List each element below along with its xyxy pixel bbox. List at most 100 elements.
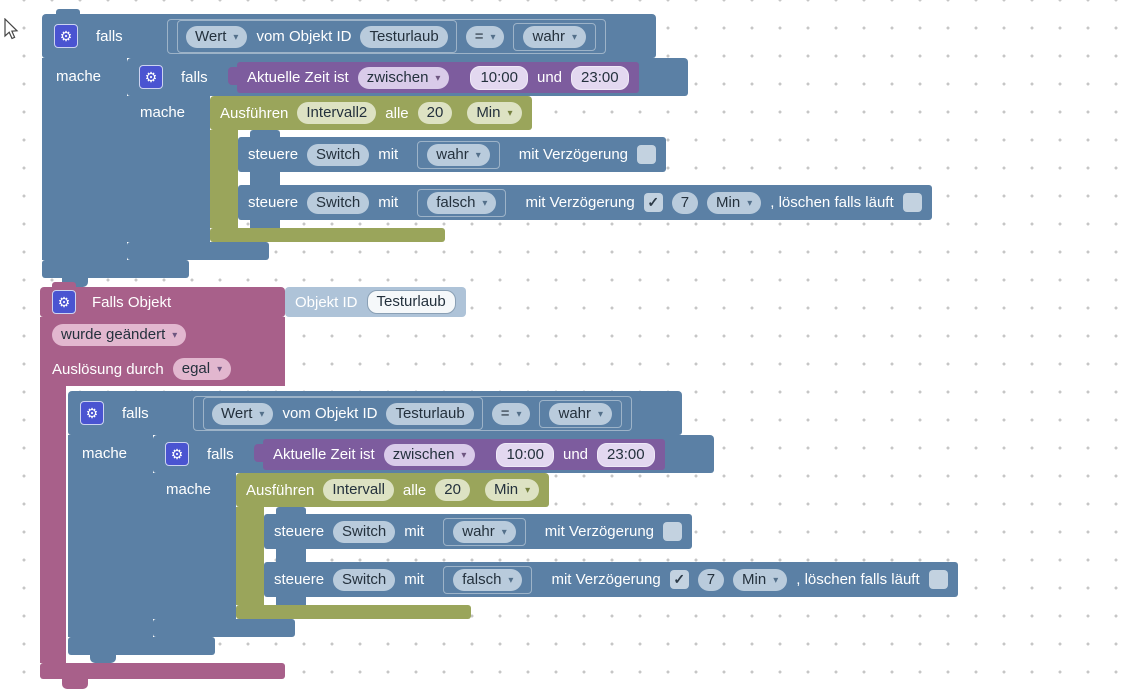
dropdown-value: Min	[716, 193, 741, 211]
delay-label: mit Verzögerung	[551, 571, 661, 588]
mutator-gear-icon[interactable]: ⚙	[139, 65, 163, 89]
delay-checkbox-checked[interactable]: ✓	[643, 193, 663, 212]
time-from-field[interactable]: 10:00	[496, 442, 554, 467]
boolean-dropdown[interactable]: wahr ▾	[549, 402, 613, 425]
interval-block-header[interactable]: Ausführen Intervall2 alle 20 Min ▾	[210, 96, 532, 130]
chevron-down-icon: ▾	[572, 31, 578, 43]
vom-objekt-id-label: vom Objekt ID	[282, 405, 378, 422]
interval-unit-dropdown[interactable]: Min ▾	[467, 102, 522, 124]
value-type-dropdown[interactable]: Wert ▾	[186, 25, 248, 48]
falls-label: falls	[181, 68, 208, 86]
dropdown-value: falsch	[462, 570, 502, 588]
dropdown-value: wahr	[558, 404, 591, 422]
delay-checkbox[interactable]	[637, 145, 657, 164]
mutator-gear-icon[interactable]: ⚙	[80, 401, 104, 425]
steuere-label: steuere	[274, 523, 325, 540]
clear-running-checkbox[interactable]	[902, 193, 922, 212]
time-to-field[interactable]: 23:00	[571, 65, 629, 90]
dropdown-value: zwischen	[392, 445, 455, 463]
boolean-dropdown[interactable]: falsch ▾	[453, 568, 523, 591]
time-to-field[interactable]: 23:00	[597, 442, 655, 467]
interval-unit-dropdown[interactable]: Min ▾	[484, 479, 540, 501]
dropdown-value: Min	[476, 104, 501, 121]
dropdown-value: falsch	[436, 193, 476, 211]
logic-boolean-block[interactable]: falsch ▾	[443, 565, 533, 594]
control-oid-field[interactable]: Switch	[307, 143, 370, 166]
interval-block-bottom	[210, 228, 445, 242]
dropdown-value: egal	[181, 360, 211, 377]
logic-boolean-block[interactable]: wahr ▾	[513, 22, 597, 51]
logic-boolean-block[interactable]: wahr ▾	[417, 140, 500, 169]
control-block-off[interactable]: steuere Switch mit falsch ▾ mit Verzögeru…	[264, 562, 958, 597]
next-connector-notch	[90, 655, 116, 663]
operator-dropdown[interactable]: = ▾	[491, 402, 531, 425]
logic-compare-block[interactable]: Wert ▾ vom Objekt ID Testurlaub = ▾ wahr ▾	[167, 19, 607, 54]
operator-dropdown[interactable]: = ▾	[465, 25, 505, 48]
control-block-off[interactable]: steuere Switch mit falsch ▾ mit Verzögeru…	[238, 185, 932, 220]
falls-block-bottom	[42, 260, 189, 278]
logic-compare-block[interactable]: Wert ▾ vom Objekt ID Testurlaub = ▾ wahr ▾	[193, 396, 633, 431]
ausloesung-label: Auslösung durch	[52, 360, 164, 378]
boolean-dropdown[interactable]: wahr ▾	[453, 520, 516, 543]
mache-label: mache	[140, 104, 186, 121]
control-block-on[interactable]: steuere Switch mit wahr ▾ mit Verzögerung	[264, 514, 693, 549]
delay-unit-dropdown[interactable]: Min ▾	[733, 568, 788, 591]
delay-checkbox[interactable]	[663, 522, 683, 541]
clear-running-checkbox[interactable]	[928, 570, 948, 589]
mache-label: mache	[166, 481, 212, 498]
ausloesung-dropdown[interactable]: egal ▾	[172, 358, 232, 380]
object-id-field[interactable]: Testurlaub	[386, 402, 474, 425]
control-block-on[interactable]: steuere Switch mit wahr ▾ mit Verzögerung	[238, 137, 667, 172]
control-oid-field[interactable]: Switch	[333, 520, 396, 543]
mutator-gear-icon[interactable]: ⚙	[52, 290, 76, 314]
time-compare-block[interactable]: Aktuelle Zeit ist zwischen ▾ 10:00 und 23…	[263, 439, 665, 470]
delay-value-field[interactable]: 7	[671, 191, 699, 214]
clear-running-label: , löschen falls läuft	[796, 571, 920, 588]
mache-label: mache	[82, 445, 128, 462]
time-mode-dropdown[interactable]: zwischen ▾	[383, 443, 476, 466]
time-mode-dropdown[interactable]: zwischen ▾	[357, 66, 450, 89]
interval-name-field[interactable]: Intervall	[323, 479, 394, 501]
logic-boolean-block[interactable]: falsch ▾	[417, 188, 507, 217]
object-id-field[interactable]: Testurlaub	[360, 25, 448, 48]
falls-block-bottom	[68, 637, 215, 655]
logic-boolean-block[interactable]: wahr ▾	[539, 399, 623, 428]
alle-label: alle	[402, 481, 427, 499]
value-type-dropdown[interactable]: Wert ▾	[212, 402, 274, 425]
delay-value-field[interactable]: 7	[697, 568, 725, 591]
time-compare-block[interactable]: Aktuelle Zeit ist zwischen ▾ 10:00 und 23…	[237, 62, 639, 93]
interval-block-header[interactable]: Ausführen Intervall alle 20 Min ▾	[236, 473, 550, 507]
interval-value-field[interactable]: 20	[435, 479, 470, 501]
chevron-down-icon: ▾	[172, 330, 178, 341]
change-mode-dropdown[interactable]: wurde geändert ▾	[52, 324, 187, 346]
dropdown-value: Min	[742, 570, 767, 588]
value-getter-block[interactable]: Wert ▾ vom Objekt ID Testurlaub	[203, 397, 483, 430]
control-oid-field[interactable]: Switch	[333, 568, 396, 591]
trigger-block-bottom	[40, 663, 285, 679]
boolean-dropdown[interactable]: falsch ▾	[427, 191, 497, 214]
objekt-id-field[interactable]: Testurlaub	[366, 290, 456, 314]
trigger-block-header[interactable]: ⚙ Falls Objekt	[40, 287, 285, 317]
boolean-dropdown[interactable]: wahr ▾	[523, 25, 587, 48]
delay-checkbox-checked[interactable]: ✓	[669, 570, 689, 589]
interval-name-field[interactable]: Intervall2	[297, 102, 377, 124]
steuere-label: steuere	[274, 571, 325, 588]
chevron-down-icon: ▾	[525, 485, 531, 496]
mutator-gear-icon[interactable]: ⚙	[165, 442, 189, 466]
delay-label: mit Verzögerung	[544, 523, 655, 540]
chevron-down-icon: ▾	[747, 197, 753, 209]
chevron-down-icon: ▾	[598, 408, 604, 420]
logic-boolean-block[interactable]: wahr ▾	[443, 517, 526, 546]
vom-objekt-id-label: vom Objekt ID	[256, 28, 352, 45]
falls-block-spine	[68, 435, 153, 637]
chevron-down-icon: ▾	[259, 408, 265, 420]
value-getter-block[interactable]: Wert ▾ vom Objekt ID Testurlaub	[177, 20, 457, 53]
control-oid-field[interactable]: Switch	[307, 191, 370, 214]
boolean-dropdown[interactable]: wahr ▾	[427, 143, 490, 166]
objekt-id-block[interactable]: Objekt ID Testurlaub	[285, 287, 466, 317]
time-from-field[interactable]: 10:00	[470, 65, 528, 90]
mutator-gear-icon[interactable]: ⚙	[54, 24, 78, 48]
delay-unit-dropdown[interactable]: Min ▾	[707, 191, 762, 214]
interval-value-field[interactable]: 20	[417, 102, 453, 124]
